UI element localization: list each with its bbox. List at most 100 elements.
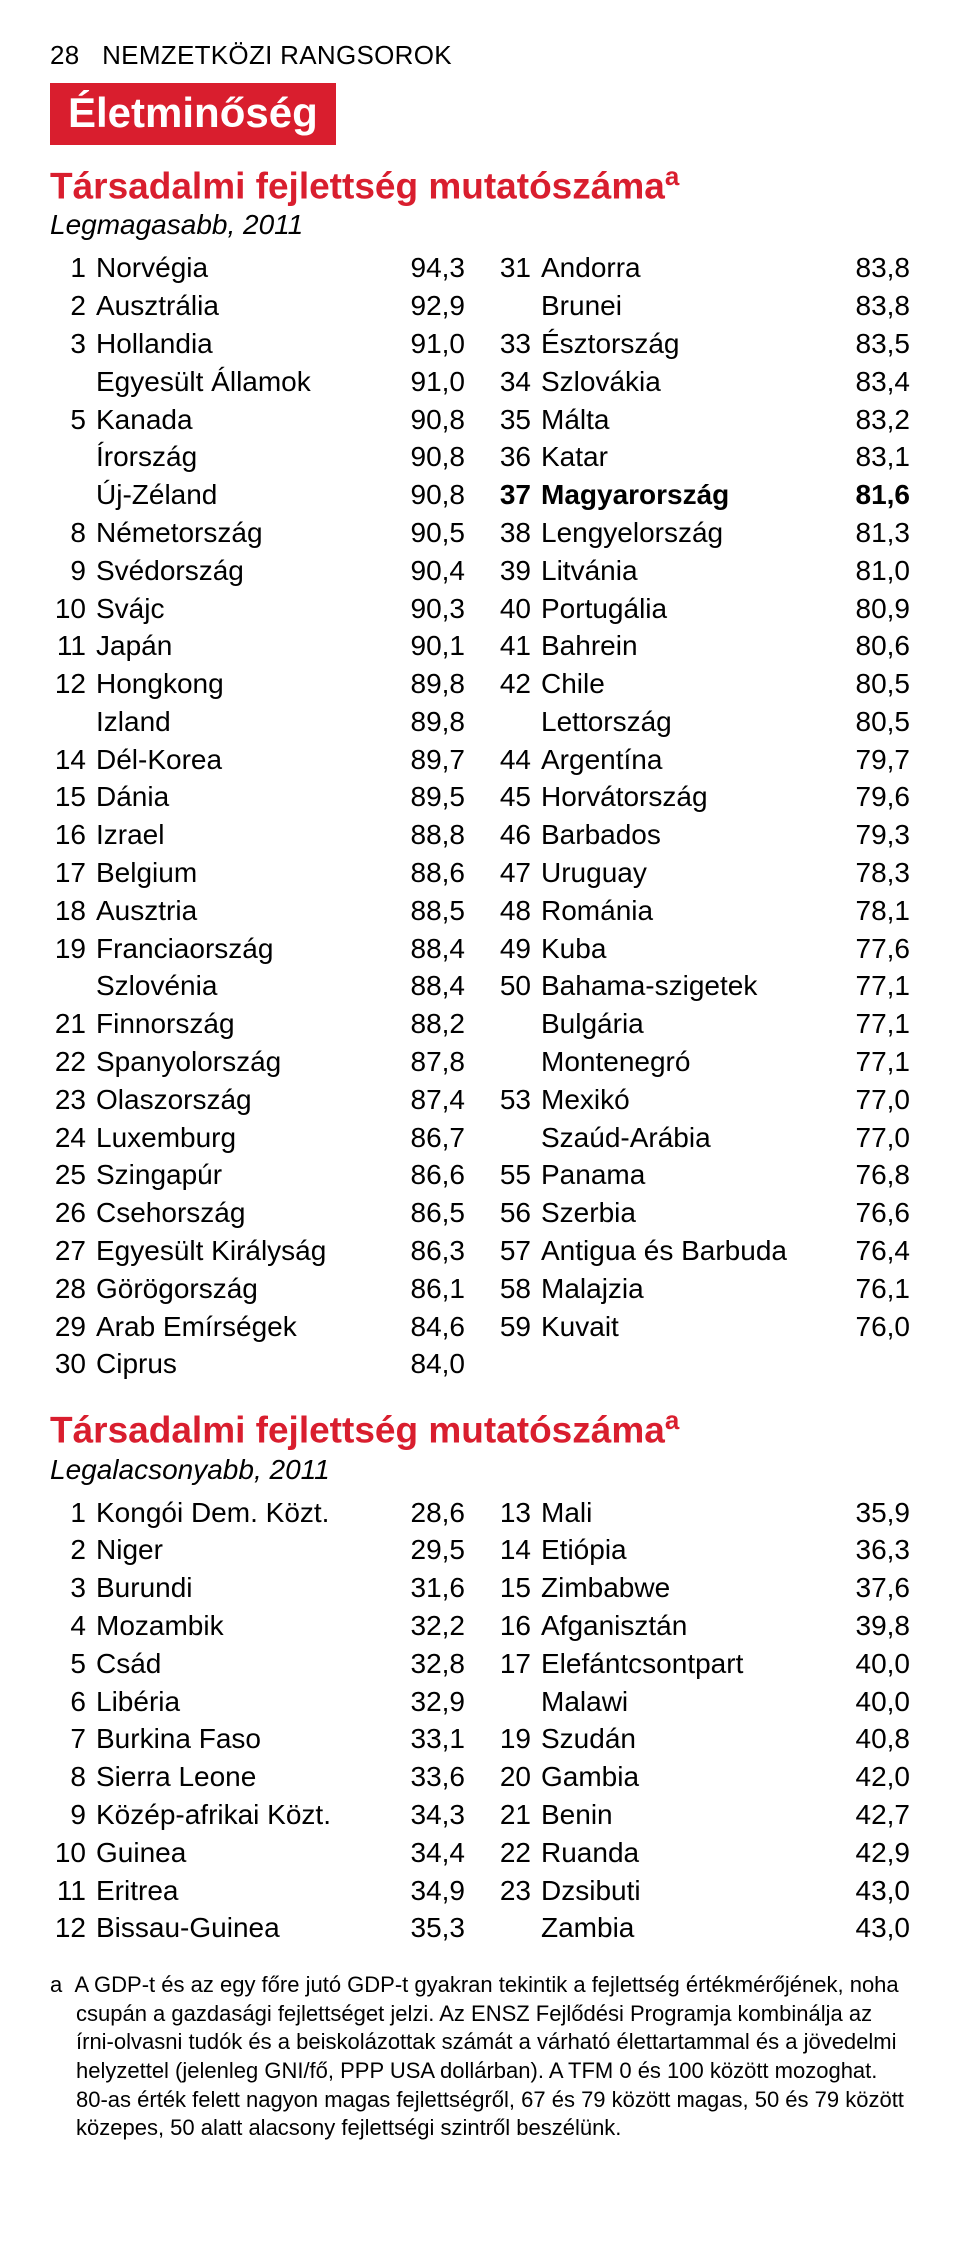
value-cell: 34,4 [385,1834,465,1872]
table-row: 28Görögország86,1 [50,1270,465,1308]
value-cell: 43,0 [830,1909,910,1947]
value-cell: 87,8 [385,1043,465,1081]
table-row: Montenegró77,1 [495,1043,910,1081]
table-row: Szaúd-Arábia77,0 [495,1119,910,1157]
rank-cell: 45 [495,778,541,816]
rank-cell: 14 [495,1531,541,1569]
value-cell: 35,9 [830,1494,910,1532]
table-row: 48Románia78,1 [495,892,910,930]
table-row: 57Antigua és Barbuda76,4 [495,1232,910,1270]
rank-cell: 11 [50,627,96,665]
value-cell: 33,1 [385,1720,465,1758]
value-cell: 40,8 [830,1720,910,1758]
section1-left-col: 1Norvégia94,32Ausztrália92,93Hollandia91… [50,249,465,1383]
rank-cell: 9 [50,1796,96,1834]
country-cell: Szudán [541,1720,830,1758]
page-number: 28 [50,40,80,70]
country-cell: Románia [541,892,830,930]
table-row: 5Kanada90,8 [50,401,465,439]
country-cell: Malawi [541,1683,830,1721]
table-row: 18Ausztria88,5 [50,892,465,930]
rank-cell: 25 [50,1156,96,1194]
rank-cell: 19 [495,1720,541,1758]
value-cell: 76,4 [830,1232,910,1270]
value-cell: 90,4 [385,552,465,590]
value-cell: 88,4 [385,930,465,968]
table-row: 6Libéria32,9 [50,1683,465,1721]
value-cell: 83,2 [830,401,910,439]
value-cell: 92,9 [385,287,465,325]
rank-cell: 9 [50,552,96,590]
rank-cell: 14 [50,741,96,779]
value-cell: 86,3 [385,1232,465,1270]
country-cell: Zambia [541,1909,830,1947]
country-cell: Gambia [541,1758,830,1796]
rank-cell: 5 [50,401,96,439]
table-row: 37Magyarország81,6 [495,476,910,514]
country-cell: Ausztria [96,892,385,930]
country-cell: Bahama-szigetek [541,967,830,1005]
value-cell: 90,8 [385,401,465,439]
rank-cell: 13 [495,1494,541,1532]
value-cell: 90,5 [385,514,465,552]
value-cell: 33,6 [385,1758,465,1796]
country-cell: Málta [541,401,830,439]
rank-cell: 8 [50,1758,96,1796]
table-row: 53Mexikó77,0 [495,1081,910,1119]
rank-cell: 2 [50,287,96,325]
rank-cell: 17 [50,854,96,892]
value-cell: 80,5 [830,665,910,703]
value-cell: 83,8 [830,249,910,287]
table-row: Brunei83,8 [495,287,910,325]
rank-cell: 56 [495,1194,541,1232]
table-row: 25Szingapúr86,6 [50,1156,465,1194]
country-cell: Mozambik [96,1607,385,1645]
table-row: 13Mali35,9 [495,1494,910,1532]
table-row: 19Szudán40,8 [495,1720,910,1758]
table-row: 38Lengyelország81,3 [495,514,910,552]
table-row: 1Kongói Dem. Közt.28,6 [50,1494,465,1532]
page-header: 28 NEMZETKÖZI RANGSOROK [50,40,910,71]
country-cell: Etiópia [541,1531,830,1569]
rank-cell: 22 [495,1834,541,1872]
rank-cell: 58 [495,1270,541,1308]
country-cell: Argentína [541,741,830,779]
table-row: 41Bahrein80,6 [495,627,910,665]
country-cell: Burundi [96,1569,385,1607]
country-cell: Szaúd-Arábia [541,1119,830,1157]
table-row: 31Andorra83,8 [495,249,910,287]
rank-cell: 29 [50,1308,96,1346]
country-cell: Chile [541,665,830,703]
country-cell: Norvégia [96,249,385,287]
table-row: 23Olaszország87,4 [50,1081,465,1119]
rank-cell: 53 [495,1081,541,1119]
rank-cell: 35 [495,401,541,439]
country-cell: Franciaország [96,930,385,968]
country-cell: Litvánia [541,552,830,590]
rank-cell: 59 [495,1308,541,1346]
value-cell: 87,4 [385,1081,465,1119]
value-cell: 29,5 [385,1531,465,1569]
footnote-marker: a [50,1972,62,1997]
table-row: 11Japán90,1 [50,627,465,665]
value-cell: 81,6 [830,476,910,514]
country-cell: Németország [96,514,385,552]
country-cell: Dzsibuti [541,1872,830,1910]
table-row: 26Csehország86,5 [50,1194,465,1232]
rank-cell: 40 [495,590,541,628]
table-row: 49Kuba77,6 [495,930,910,968]
value-cell: 80,9 [830,590,910,628]
country-cell: Hollandia [96,325,385,363]
rank-cell: 46 [495,816,541,854]
section2-subtitle: Legalacsonyabb, 2011 [50,1454,910,1486]
country-cell: Dél-Korea [96,741,385,779]
table-row: 30Ciprus84,0 [50,1345,465,1383]
table-row: 8Németország90,5 [50,514,465,552]
rank-cell: 15 [50,778,96,816]
country-cell: Bulgária [541,1005,830,1043]
table-row: 16Afganisztán39,8 [495,1607,910,1645]
rank-cell: 15 [495,1569,541,1607]
rank-cell: 36 [495,438,541,476]
value-cell: 77,1 [830,1005,910,1043]
rank-cell: 8 [50,514,96,552]
